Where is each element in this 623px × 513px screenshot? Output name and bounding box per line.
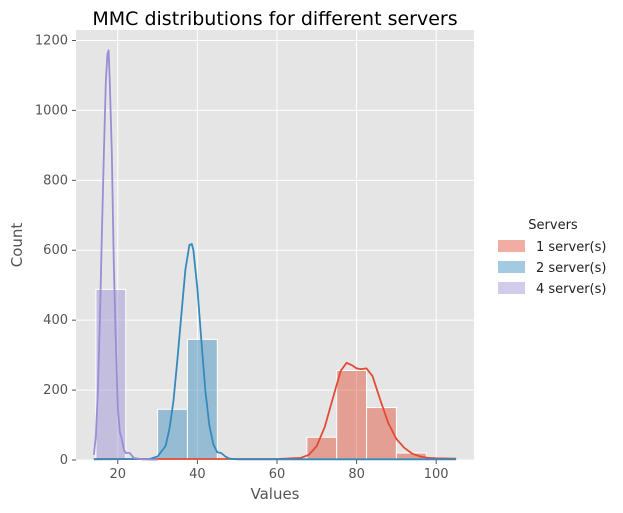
chart-title: MMC distributions for different servers [92,8,457,30]
legend-entry-label: 1 server(s) [536,240,606,255]
kde-curve [93,49,158,461]
legend-entry-label: 4 server(s) [536,282,606,297]
x-tick-label: 20 [110,467,127,482]
histogram-bars [95,288,427,461]
y-tick-label: 1200 [35,33,68,48]
plot-background [76,30,474,460]
x-tick-label: 100 [424,467,449,482]
kde-curves [93,49,457,461]
kde-curve [93,361,457,460]
y-tick-label: 800 [43,173,68,188]
x-axis-label: Values [250,485,299,503]
legend-swatch [498,282,525,294]
legend-title: Servers [528,218,578,233]
x-tick-label: 60 [269,467,286,482]
histogram-bar [157,408,188,461]
histogram-bar [336,370,368,461]
y-tick-label: 1000 [35,103,68,118]
y-axis-label: Count [8,223,26,268]
y-tick-label: 0 [60,453,68,468]
legend-swatch [498,240,525,252]
legend-entry-label: 2 server(s) [536,261,606,276]
x-tick-label: 40 [189,467,206,482]
legend-swatch [498,261,525,273]
y-tick-label: 200 [43,383,68,398]
x-tick-label: 80 [348,467,365,482]
histogram-bar [366,407,397,461]
y-tick-label: 600 [43,243,68,258]
y-tick-label: 400 [43,313,68,328]
histogram-bar [95,288,127,461]
legend: Servers 1 server(s) 2 server(s) 4 server(s… [498,218,606,297]
histogram-bar [306,436,338,461]
kde-curve [93,243,457,461]
